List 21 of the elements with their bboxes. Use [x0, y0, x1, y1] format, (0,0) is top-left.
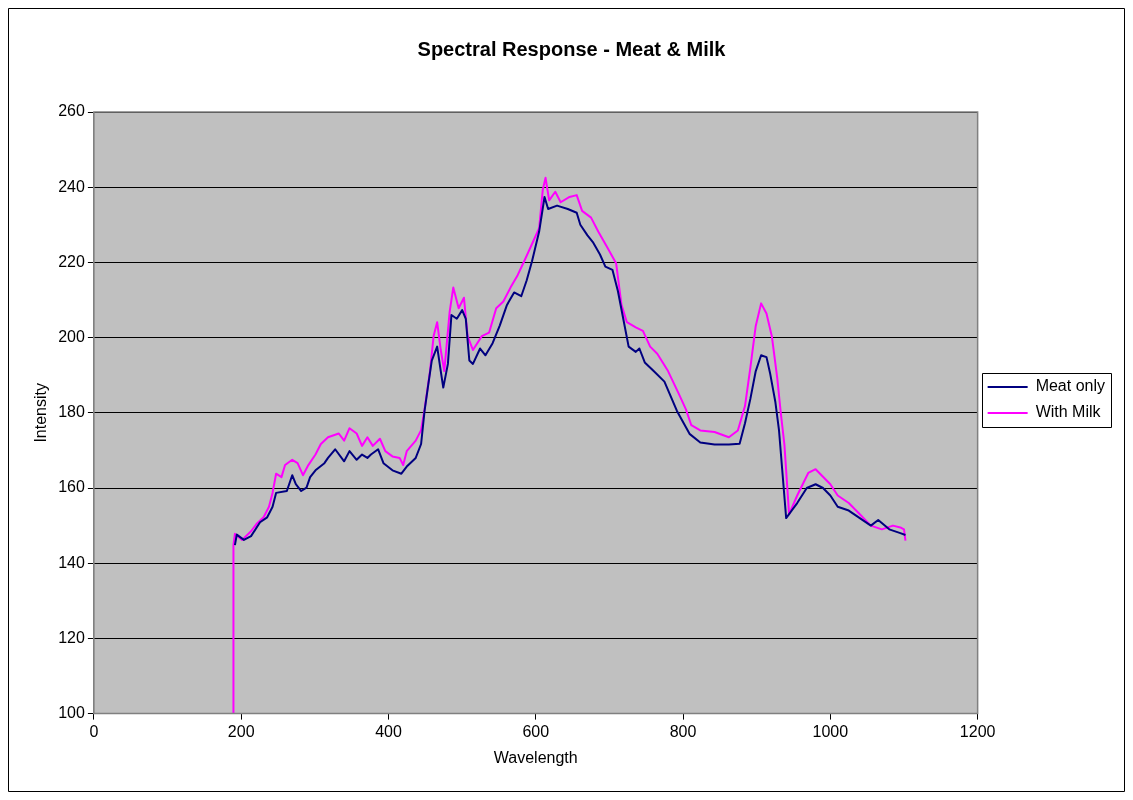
y-axis-title: Intensity — [32, 383, 50, 443]
y-tick-label: 180 — [58, 403, 85, 421]
chart-title: Spectral Response - Meat & Milk — [417, 37, 727, 60]
y-tick-label: 220 — [58, 252, 85, 270]
y-tick-label: 240 — [58, 177, 85, 195]
legend-label: With Milk — [1035, 403, 1102, 421]
x-axis-title: Wavelength — [493, 748, 578, 766]
x-tick-label: 800 — [669, 722, 697, 740]
x-tick-label: 1200 — [959, 722, 996, 740]
y-tick-label: 120 — [58, 628, 85, 646]
y-tick-label: 100 — [58, 704, 85, 722]
y-tick-label: 260 — [58, 102, 85, 120]
x-tick-label: 400 — [375, 722, 402, 740]
y-tick-label: 160 — [58, 478, 85, 496]
x-tick-label: 0 — [89, 722, 99, 740]
y-tick-label: 200 — [58, 328, 85, 346]
x-tick-label: 200 — [227, 722, 255, 740]
x-tick-label: 1000 — [812, 722, 849, 740]
x-tick-label: 600 — [522, 722, 550, 740]
y-tick-label: 140 — [58, 553, 85, 571]
legend-label: Meat only — [1035, 377, 1106, 395]
